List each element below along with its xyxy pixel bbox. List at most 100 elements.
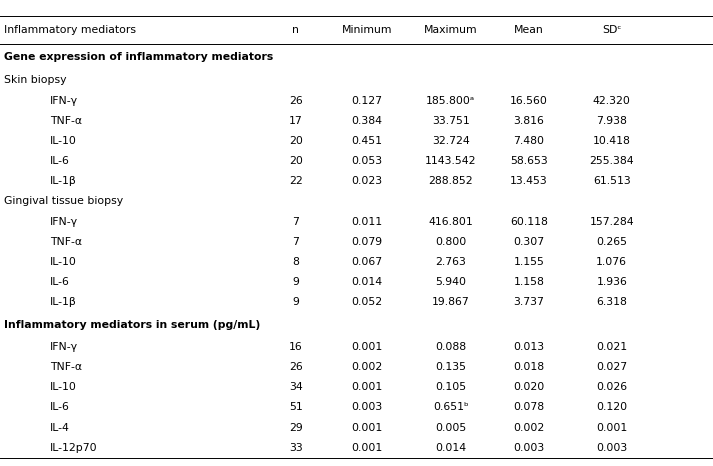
Text: 3.816: 3.816 [513,116,545,126]
Text: 1.155: 1.155 [513,257,545,267]
Text: 6.318: 6.318 [596,297,627,307]
Text: 0.014: 0.014 [435,443,466,452]
Text: 0.002: 0.002 [513,423,545,432]
Text: 0.105: 0.105 [435,383,466,392]
Text: Mean: Mean [514,25,544,35]
Text: 58.653: 58.653 [511,156,548,166]
Text: IL-10: IL-10 [50,257,77,267]
Text: 10.418: 10.418 [593,136,631,146]
Text: 61.513: 61.513 [593,176,630,186]
Text: 20: 20 [289,136,303,146]
Text: 20: 20 [289,156,303,166]
Text: IFN-γ: IFN-γ [50,343,78,352]
Text: 7.938: 7.938 [596,116,627,126]
Text: Inflammatory mediators in serum (pg/mL): Inflammatory mediators in serum (pg/mL) [4,320,260,330]
Text: 0.013: 0.013 [513,343,545,352]
Text: 2.763: 2.763 [435,257,466,267]
Text: 0.011: 0.011 [352,217,383,227]
Text: Inflammatory mediators: Inflammatory mediators [4,25,135,35]
Text: 1.076: 1.076 [596,257,627,267]
Text: 0.014: 0.014 [352,277,383,287]
Text: 5.940: 5.940 [435,277,466,287]
Text: 0.127: 0.127 [352,96,383,106]
Text: IFN-γ: IFN-γ [50,217,78,227]
Text: 0.002: 0.002 [352,363,383,372]
Text: 1143.542: 1143.542 [425,156,476,166]
Text: IL-1β: IL-1β [50,176,77,186]
Text: 0.307: 0.307 [513,237,545,247]
Text: 0.003: 0.003 [513,443,545,452]
Text: 33.751: 33.751 [432,116,469,126]
Text: 0.651ᵇ: 0.651ᵇ [433,403,468,412]
Text: IL-10: IL-10 [50,383,77,392]
Text: TNF-α: TNF-α [50,363,82,372]
Text: 7: 7 [292,237,299,247]
Text: 0.001: 0.001 [352,443,383,452]
Text: 0.003: 0.003 [596,443,627,452]
Text: 17: 17 [289,116,303,126]
Text: 0.265: 0.265 [596,237,627,247]
Text: 0.001: 0.001 [352,343,383,352]
Text: SDᶜ: SDᶜ [602,25,622,35]
Text: 0.003: 0.003 [352,403,383,412]
Text: 26: 26 [289,363,303,372]
Text: IL-6: IL-6 [50,156,70,166]
Text: 0.384: 0.384 [352,116,383,126]
Text: 0.079: 0.079 [352,237,383,247]
Text: TNF-α: TNF-α [50,237,82,247]
Text: 0.018: 0.018 [513,363,545,372]
Text: 0.021: 0.021 [596,343,627,352]
Text: 0.052: 0.052 [352,297,383,307]
Text: 0.005: 0.005 [435,423,466,432]
Text: 0.053: 0.053 [352,156,383,166]
Text: 7.480: 7.480 [513,136,545,146]
Text: 0.001: 0.001 [596,423,627,432]
Text: n: n [292,25,299,35]
Text: 157.284: 157.284 [590,217,634,227]
Text: 0.027: 0.027 [596,363,627,372]
Text: 0.067: 0.067 [352,257,383,267]
Text: 29: 29 [289,423,303,432]
Text: IFN-γ: IFN-γ [50,96,78,106]
Text: 3.737: 3.737 [513,297,545,307]
Text: IL-6: IL-6 [50,403,70,412]
Text: 16.560: 16.560 [510,96,548,106]
Text: Gingival tissue biopsy: Gingival tissue biopsy [4,196,123,206]
Text: 0.026: 0.026 [596,383,627,392]
Text: IL-1β: IL-1β [50,297,77,307]
Text: 13.453: 13.453 [511,176,548,186]
Text: 16: 16 [289,343,303,352]
Text: 8: 8 [292,257,299,267]
Text: 416.801: 416.801 [429,217,473,227]
Text: IL-6: IL-6 [50,277,70,287]
Text: Skin biopsy: Skin biopsy [4,75,66,85]
Text: 185.800ᵃ: 185.800ᵃ [426,96,475,106]
Text: 7: 7 [292,217,299,227]
Text: 0.020: 0.020 [513,383,545,392]
Text: IL-4: IL-4 [50,423,70,432]
Text: 0.078: 0.078 [513,403,545,412]
Text: Maximum: Maximum [424,25,478,35]
Text: 0.451: 0.451 [352,136,383,146]
Text: 1.936: 1.936 [596,277,627,287]
Text: 0.800: 0.800 [435,237,466,247]
Text: 0.001: 0.001 [352,383,383,392]
Text: 1.158: 1.158 [513,277,545,287]
Text: 255.384: 255.384 [590,156,634,166]
Text: 0.120: 0.120 [596,403,627,412]
Text: 0.001: 0.001 [352,423,383,432]
Text: 26: 26 [289,96,303,106]
Text: TNF-α: TNF-α [50,116,82,126]
Text: Minimum: Minimum [342,25,392,35]
Text: 34: 34 [289,383,303,392]
Text: IL-12p70: IL-12p70 [50,443,98,452]
Text: 288.852: 288.852 [429,176,473,186]
Text: 9: 9 [292,297,299,307]
Text: 32.724: 32.724 [432,136,469,146]
Text: 33: 33 [289,443,303,452]
Text: 42.320: 42.320 [593,96,631,106]
Text: 9: 9 [292,277,299,287]
Text: 51: 51 [289,403,303,412]
Text: 19.867: 19.867 [432,297,469,307]
Text: 0.088: 0.088 [435,343,466,352]
